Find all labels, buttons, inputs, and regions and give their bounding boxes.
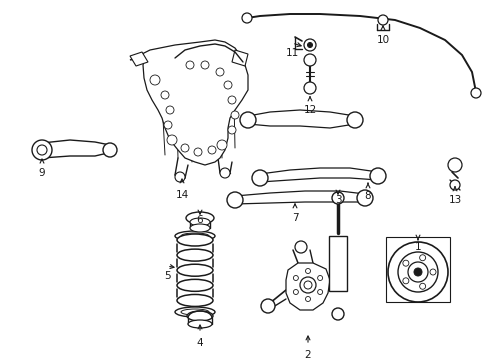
Polygon shape — [235, 191, 365, 204]
Circle shape — [403, 278, 409, 284]
Circle shape — [261, 299, 275, 313]
Text: 9: 9 — [39, 168, 45, 178]
Text: 14: 14 — [175, 190, 189, 200]
Circle shape — [357, 190, 373, 206]
Ellipse shape — [188, 320, 212, 328]
Circle shape — [231, 111, 239, 119]
Circle shape — [304, 281, 312, 289]
Circle shape — [398, 252, 438, 292]
Circle shape — [208, 146, 216, 154]
Circle shape — [216, 68, 224, 76]
Circle shape — [252, 170, 268, 186]
Circle shape — [240, 112, 256, 128]
Circle shape — [228, 96, 236, 104]
Circle shape — [304, 82, 316, 94]
Ellipse shape — [177, 264, 213, 276]
Text: 10: 10 — [376, 35, 390, 45]
Circle shape — [408, 262, 428, 282]
Ellipse shape — [177, 294, 213, 306]
Polygon shape — [248, 110, 355, 128]
Circle shape — [370, 168, 386, 184]
Polygon shape — [260, 168, 378, 182]
Ellipse shape — [177, 234, 213, 246]
Circle shape — [347, 112, 363, 128]
Ellipse shape — [186, 212, 214, 224]
Circle shape — [378, 15, 388, 25]
Circle shape — [305, 269, 311, 274]
Polygon shape — [130, 52, 148, 66]
Ellipse shape — [175, 307, 215, 317]
Text: 5: 5 — [164, 271, 171, 281]
Ellipse shape — [187, 311, 213, 321]
Circle shape — [103, 143, 117, 157]
Circle shape — [32, 140, 52, 160]
Circle shape — [37, 145, 47, 155]
Circle shape — [295, 241, 307, 253]
Circle shape — [448, 158, 462, 172]
Circle shape — [294, 275, 298, 280]
Text: 12: 12 — [303, 105, 317, 115]
Circle shape — [242, 13, 252, 23]
Ellipse shape — [190, 224, 210, 232]
Circle shape — [164, 121, 172, 129]
Circle shape — [181, 144, 189, 152]
Circle shape — [304, 39, 316, 51]
Ellipse shape — [181, 233, 209, 239]
Circle shape — [300, 277, 316, 293]
Circle shape — [186, 61, 194, 69]
Circle shape — [175, 172, 185, 182]
Circle shape — [217, 140, 227, 150]
Ellipse shape — [181, 309, 209, 315]
FancyBboxPatch shape — [329, 236, 347, 291]
Circle shape — [294, 289, 298, 294]
Circle shape — [308, 42, 313, 48]
Circle shape — [430, 269, 436, 275]
Text: 6: 6 — [196, 215, 203, 225]
Circle shape — [166, 106, 174, 114]
Ellipse shape — [177, 249, 213, 261]
Polygon shape — [38, 140, 112, 158]
Polygon shape — [232, 50, 248, 66]
Text: 4: 4 — [196, 338, 203, 348]
Text: 3: 3 — [335, 195, 342, 205]
Circle shape — [419, 255, 426, 261]
Polygon shape — [130, 40, 248, 165]
Circle shape — [318, 275, 322, 280]
Circle shape — [403, 260, 409, 266]
Circle shape — [332, 308, 344, 320]
Ellipse shape — [175, 231, 215, 241]
Circle shape — [414, 268, 422, 276]
Circle shape — [227, 192, 243, 208]
FancyBboxPatch shape — [386, 237, 450, 302]
Circle shape — [318, 289, 322, 294]
Text: 11: 11 — [285, 48, 298, 58]
Circle shape — [388, 242, 448, 302]
Circle shape — [150, 75, 160, 85]
Circle shape — [471, 88, 481, 98]
Text: 1: 1 — [415, 242, 421, 252]
Circle shape — [220, 168, 230, 178]
Circle shape — [332, 192, 344, 204]
Text: 8: 8 — [365, 191, 371, 201]
Circle shape — [305, 297, 311, 302]
Ellipse shape — [190, 218, 210, 226]
Circle shape — [161, 91, 169, 99]
Circle shape — [419, 283, 426, 289]
Circle shape — [224, 81, 232, 89]
Circle shape — [201, 61, 209, 69]
Text: 13: 13 — [448, 195, 462, 205]
Circle shape — [228, 126, 236, 134]
Circle shape — [194, 148, 202, 156]
Circle shape — [450, 180, 460, 190]
Ellipse shape — [177, 279, 213, 291]
Circle shape — [304, 54, 316, 66]
Circle shape — [167, 135, 177, 145]
Text: 7: 7 — [292, 213, 298, 223]
Text: 2: 2 — [305, 350, 311, 360]
Polygon shape — [286, 263, 330, 310]
